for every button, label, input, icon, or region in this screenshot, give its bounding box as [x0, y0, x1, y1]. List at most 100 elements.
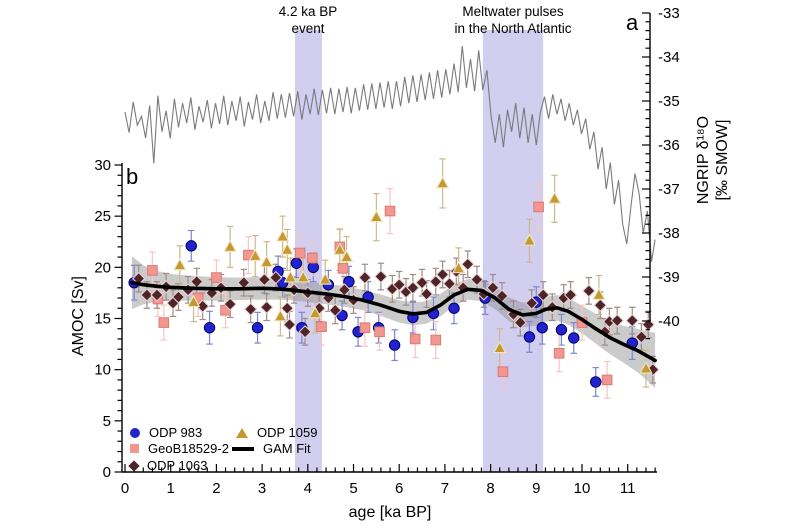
x-tick-label: 1 — [167, 480, 175, 497]
data-point — [211, 272, 222, 283]
data-point — [140, 288, 154, 302]
data-point — [186, 294, 201, 308]
ngrip-axis-label-line1: NGRIP δ¹⁸O — [695, 115, 712, 205]
data-point — [369, 209, 384, 223]
data-point — [203, 322, 216, 334]
data-point — [525, 296, 539, 310]
data-point — [283, 270, 298, 283]
data-point — [259, 300, 274, 314]
data-point — [251, 322, 264, 334]
x-tick-label: 5 — [349, 480, 357, 497]
data-point — [486, 281, 500, 295]
data-point — [296, 270, 310, 283]
x-tick-label: 4 — [304, 480, 312, 497]
data-point — [602, 314, 617, 329]
legend-item-odp1059: ODP 1059 — [236, 425, 317, 440]
band-meltwater-pulses — [482, 30, 544, 472]
data-point — [610, 313, 624, 328]
data-point — [358, 270, 372, 285]
data-point — [280, 242, 294, 255]
meltwater-title: Meltwater pulses in the North Atlantic — [413, 3, 613, 37]
data-point — [409, 333, 421, 345]
ngrip-series — [124, 45, 656, 262]
data-point — [259, 254, 274, 268]
data-point — [522, 233, 537, 246]
ngrip-tick-label: -37 — [658, 181, 680, 198]
data-point — [374, 326, 385, 338]
odp983-marker-icon — [130, 427, 140, 438]
data-point — [415, 275, 429, 290]
data-point — [553, 347, 565, 359]
x-tick-label: 6 — [395, 480, 403, 497]
x-tick-label: 3 — [258, 480, 266, 497]
data-point — [493, 340, 507, 354]
data-point — [406, 281, 420, 295]
data-point — [555, 324, 568, 336]
data-point — [547, 191, 562, 204]
event-42ka-title-line1: 4.2 ka BP — [278, 4, 338, 19]
data-point — [243, 302, 258, 317]
amoc-tick-label: 5 — [103, 413, 111, 430]
x-tick-label: 8 — [486, 480, 494, 497]
ngrip-tick-label: -33 — [658, 5, 680, 22]
legend-label-odp1063: ODP 1063 — [147, 458, 208, 473]
data-point — [282, 317, 297, 332]
amoc-tick-label: 30 — [94, 157, 111, 174]
event-42ka-title: 4.2 ka BP event — [238, 3, 378, 37]
data-point — [435, 267, 450, 282]
data-point — [523, 331, 536, 343]
data-point — [343, 275, 355, 288]
data-point — [536, 288, 550, 302]
ngrip-tick-label: -34 — [658, 49, 680, 66]
data-point — [419, 287, 434, 301]
amoc-tick-label: 25 — [94, 208, 111, 225]
legend-label-geob18529: GeoB18529-2 — [148, 441, 229, 456]
axes: 0 1 2 3 4 5 6 7 8 9 10 11 30 25 20 15 10 5 0 -33 -34 -35 -36 -3… — [94, 5, 679, 497]
data-point — [190, 274, 204, 289]
data-point — [223, 297, 237, 311]
data-point — [634, 330, 649, 344]
data-point — [275, 229, 290, 242]
data-point — [563, 288, 578, 302]
legend-item-odp983: ODP 983 — [130, 425, 202, 440]
data-point — [374, 269, 388, 284]
event-42ka-title-line2: event — [291, 21, 325, 36]
data-point — [185, 240, 197, 252]
data-point — [536, 322, 548, 334]
data-point — [269, 270, 283, 285]
legend-label-odp1059: ODP 1059 — [257, 425, 318, 440]
series-odp-1063 — [131, 257, 660, 377]
data-point — [328, 303, 342, 318]
data-point — [582, 284, 596, 298]
ngrip-line — [124, 45, 656, 262]
data-point — [430, 334, 442, 346]
data-point — [592, 287, 606, 300]
data-point — [590, 376, 602, 388]
amoc-tick-label: 10 — [94, 362, 111, 379]
odp1059-marker-icon — [236, 427, 248, 438]
data-point — [533, 201, 544, 213]
ngrip-tick-label: -38 — [658, 225, 680, 242]
data-point — [248, 248, 262, 262]
data-point — [451, 261, 466, 274]
data-point — [280, 301, 294, 315]
data-point — [641, 317, 655, 332]
data-point — [333, 242, 347, 255]
data-point — [337, 283, 352, 297]
legend-item-geob18529: GeoB18529-2 — [130, 441, 229, 456]
data-point — [171, 290, 186, 304]
data-point — [497, 366, 509, 378]
series-geob18529-2 — [147, 201, 613, 386]
ngrip-axis-label-line2: [‰ SMOW] — [714, 119, 731, 201]
meltwater-title-line1: Meltwater pulses — [462, 4, 564, 19]
geob18529-marker-icon — [130, 444, 139, 453]
data-point — [568, 332, 580, 344]
data-point — [435, 176, 450, 189]
data-point — [173, 257, 187, 271]
x-tick-label: 10 — [574, 480, 591, 497]
data-point — [223, 239, 237, 252]
ngrip-tick-label: -35 — [658, 93, 680, 110]
data-point — [339, 249, 354, 263]
data-point — [257, 272, 272, 287]
